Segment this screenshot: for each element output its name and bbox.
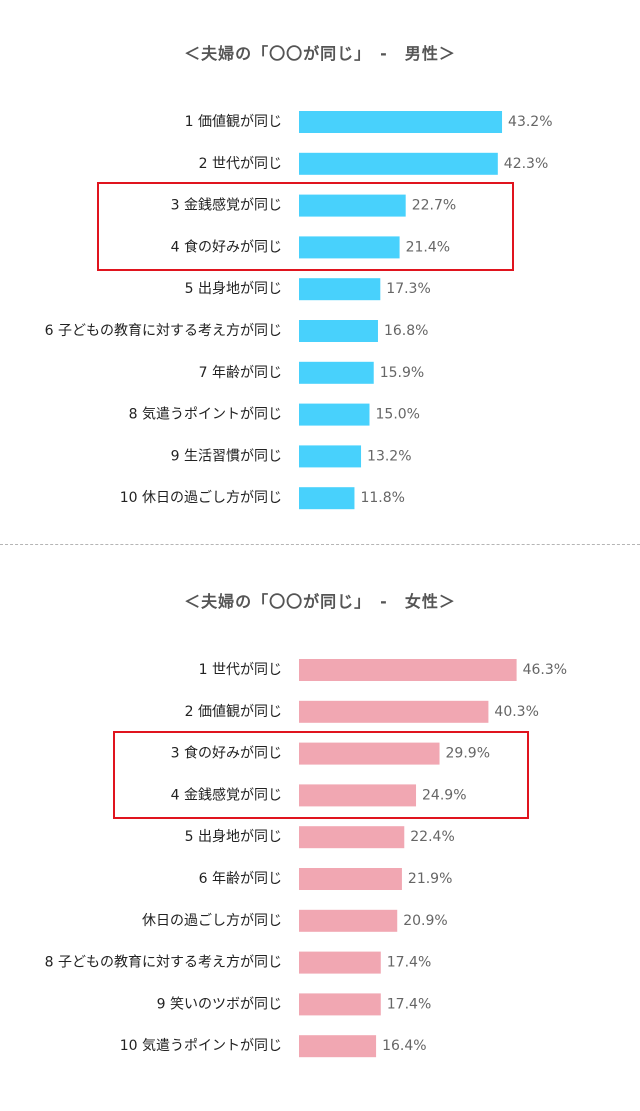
female-category-label: 3 食の好みが同じ bbox=[171, 745, 282, 762]
male-bar bbox=[299, 194, 406, 217]
female-bar bbox=[299, 909, 398, 932]
male-value-label: 43.2% bbox=[508, 114, 552, 130]
female-value-label: 40.3% bbox=[494, 704, 538, 720]
female-bar-chart: 1 世代が同じ 46.3% 2 価値観が同じ 40.3% 3 食の好みが同じ 29.9% 4… bbox=[45, 659, 567, 1058]
male-category-label: 5 出身地が同じ bbox=[185, 281, 282, 297]
male-category-label: 6 子どもの教育に対する考え方が同じ bbox=[45, 323, 282, 339]
female-value-label: 16.4% bbox=[382, 1038, 426, 1054]
male-bar bbox=[299, 152, 498, 175]
female-bar bbox=[299, 742, 440, 765]
female-category-label: 8 子どもの教育に対する考え方が同じ bbox=[45, 955, 282, 971]
female-category-label: 1 世代が同じ bbox=[199, 662, 282, 678]
male-value-label: 42.3% bbox=[504, 156, 548, 172]
male-highlight-box bbox=[97, 182, 514, 271]
female-bar bbox=[299, 784, 417, 807]
male-value-label: 16.8% bbox=[384, 323, 428, 339]
male-value-label: 13.2% bbox=[367, 448, 411, 464]
male-bar bbox=[299, 111, 503, 133]
female-value-label: 29.9% bbox=[446, 746, 490, 762]
male-category-label: 10 休日の過ごし方が同じ bbox=[120, 490, 282, 506]
male-category-label: 2 世代が同じ bbox=[199, 156, 282, 172]
male-category-label: 4 食の好みが同じ bbox=[171, 238, 282, 255]
male-category-label: 9 生活習慣が同じ bbox=[171, 447, 282, 464]
male-value-label: 15.0% bbox=[376, 407, 420, 423]
female-bar bbox=[299, 659, 517, 681]
female-bar bbox=[299, 951, 381, 974]
female-bar bbox=[299, 700, 489, 723]
male-value-label: 11.8% bbox=[360, 490, 404, 506]
female-chart-title: ＜夫婦の「〇〇が同じ」 - 女性＞ bbox=[184, 592, 456, 611]
female-category-label: 4 金銭感覚が同じ bbox=[171, 786, 282, 803]
female-category-label: 2 価値観が同じ bbox=[185, 703, 282, 720]
male-value-label: 21.4% bbox=[406, 239, 450, 255]
male-value-label: 17.3% bbox=[386, 281, 430, 297]
male-bar bbox=[299, 487, 355, 510]
female-category-label: 6 年齢が同じ bbox=[199, 871, 282, 887]
male-bar bbox=[299, 445, 362, 468]
female-category-label: 休日の過ごし方が同じ bbox=[142, 913, 282, 929]
female-bar bbox=[299, 826, 405, 849]
female-bar bbox=[299, 993, 381, 1016]
male-category-label: 1 価値観が同じ bbox=[185, 113, 282, 130]
male-chart: ＜夫婦の「〇〇が同じ」 - 男性＞ 1 価値観が同じ 43.2% 2 世代が同じ 42… bbox=[0, 0, 640, 540]
male-category-label: 3 金銭感覚が同じ bbox=[171, 197, 282, 214]
female-chart: ＜夫婦の「〇〇が同じ」 - 女性＞ 1 世代が同じ 46.3% 2 価値観が同じ 40… bbox=[0, 548, 640, 1108]
male-bar bbox=[299, 320, 378, 342]
female-value-label: 46.3% bbox=[523, 662, 567, 678]
female-highlight-box bbox=[113, 731, 529, 819]
male-bar bbox=[299, 278, 381, 301]
female-category-label: 10 気遣うポイントが同じ bbox=[120, 1038, 282, 1054]
female-value-label: 17.4% bbox=[387, 996, 431, 1012]
female-value-label: 20.9% bbox=[403, 913, 447, 929]
female-category-label: 5 出身地が同じ bbox=[185, 829, 282, 845]
male-category-label: 7 年齢が同じ bbox=[199, 365, 282, 381]
male-bar bbox=[299, 236, 400, 259]
male-value-label: 15.9% bbox=[380, 365, 424, 381]
female-value-label: 24.9% bbox=[422, 787, 466, 803]
male-value-label: 22.7% bbox=[412, 198, 456, 214]
male-chart-title: ＜夫婦の「〇〇が同じ」 - 男性＞ bbox=[184, 44, 456, 63]
female-bar bbox=[299, 1035, 377, 1058]
section-divider bbox=[0, 544, 640, 545]
female-value-label: 21.9% bbox=[408, 871, 452, 887]
female-category-label: 9 笑いのツボが同じ bbox=[157, 996, 282, 1012]
male-category-label: 8 気遣うポイントが同じ bbox=[129, 407, 282, 423]
male-bar bbox=[299, 403, 370, 426]
female-value-label: 17.4% bbox=[387, 955, 431, 971]
male-bar bbox=[299, 361, 374, 384]
male-bar-chart: 1 価値観が同じ 43.2% 2 世代が同じ 42.3% 3 金銭感覚が同じ 22.7% 4… bbox=[45, 111, 553, 510]
female-bar bbox=[299, 868, 402, 890]
female-value-label: 22.4% bbox=[410, 829, 454, 845]
